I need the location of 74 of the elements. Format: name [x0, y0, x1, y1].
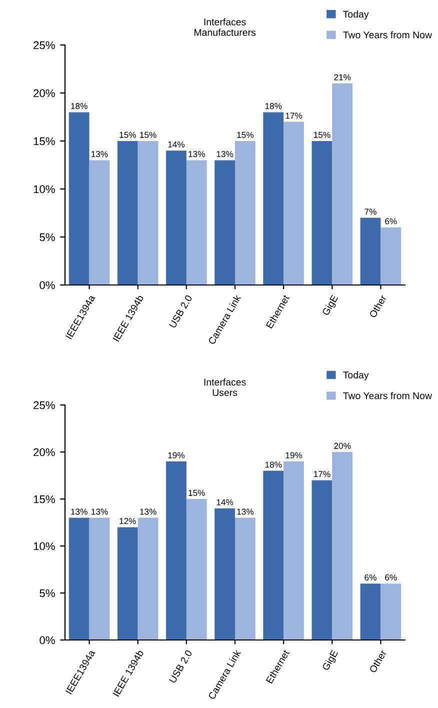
- data-label: 13%: [188, 151, 205, 158]
- data-label: 17%: [314, 471, 330, 478]
- bar: [89, 518, 110, 640]
- bar: [68, 112, 90, 285]
- data-label: 18%: [71, 103, 88, 110]
- bar: [380, 584, 402, 640]
- data-label: 12%: [120, 518, 136, 524]
- bar: [214, 160, 235, 285]
- data-label: 13%: [216, 151, 234, 158]
- data-label: 14%: [216, 499, 234, 506]
- data-label: 21%: [334, 74, 351, 80]
- data-label: 18%: [265, 103, 282, 110]
- legend-label: Today: [343, 371, 369, 380]
- chart-title: Interfaces Manufacturers: [194, 18, 256, 36]
- data-label: 13%: [92, 508, 108, 515]
- bar: [263, 112, 284, 285]
- data-label: 6%: [385, 218, 397, 224]
- data-label: 13%: [140, 508, 156, 515]
- data-label: 19%: [168, 452, 185, 458]
- bar: [332, 452, 353, 640]
- data-label: 17%: [286, 112, 302, 119]
- y-tick-label: 10%: [34, 542, 55, 550]
- data-label: 20%: [334, 442, 351, 449]
- data-label: 14%: [168, 141, 185, 148]
- y-tick-label: 5%: [40, 233, 55, 242]
- bar: [214, 508, 235, 640]
- bar: [138, 141, 158, 285]
- y-tick-label: 0%: [40, 281, 55, 290]
- y-tick-label: 0%: [40, 636, 55, 644]
- legend-label: Today: [343, 10, 369, 20]
- bar: [332, 83, 353, 285]
- bar: [89, 160, 110, 285]
- bar: [166, 150, 186, 285]
- legend-label: Two Years from Now: [343, 31, 432, 38]
- chart-title: Interfaces Users: [204, 378, 246, 396]
- data-label: 15%: [140, 132, 156, 138]
- bar: [138, 518, 158, 640]
- y-tick-label: 20%: [34, 89, 55, 98]
- bar: [117, 527, 138, 640]
- bar: [186, 499, 207, 640]
- data-label: 6%: [364, 574, 376, 581]
- y-tick-label: 15%: [34, 495, 55, 504]
- y-tick-label: 15%: [34, 137, 55, 146]
- bar: [117, 141, 138, 285]
- bar: [360, 584, 381, 640]
- bar: [360, 218, 381, 285]
- data-label: 13%: [92, 151, 108, 158]
- data-label: 15%: [188, 490, 205, 496]
- bar: [312, 141, 332, 285]
- bar: [68, 518, 90, 640]
- data-label: 15%: [237, 132, 254, 138]
- bar: [166, 461, 186, 640]
- bar: [312, 480, 332, 640]
- legend-label: Two Years from Now: [343, 392, 432, 400]
- bar: [263, 470, 284, 640]
- y-tick-label: 10%: [34, 185, 55, 194]
- data-label: 18%: [265, 462, 282, 468]
- bar: [186, 160, 207, 285]
- bar: [380, 227, 402, 285]
- data-label: 15%: [314, 132, 330, 138]
- data-label: 7%: [364, 208, 376, 215]
- data-label: 13%: [237, 508, 254, 515]
- y-tick-label: 25%: [34, 401, 55, 410]
- y-tick-label: 20%: [34, 448, 55, 456]
- bar: [235, 141, 256, 285]
- data-label: 13%: [71, 508, 88, 515]
- bar: [235, 518, 256, 640]
- y-tick-label: 5%: [40, 589, 55, 598]
- y-tick-label: 25%: [34, 41, 55, 50]
- data-label: 6%: [385, 574, 397, 581]
- bar: [284, 122, 304, 285]
- data-label: 15%: [120, 132, 136, 138]
- bar: [284, 461, 304, 640]
- data-label: 19%: [286, 452, 302, 458]
